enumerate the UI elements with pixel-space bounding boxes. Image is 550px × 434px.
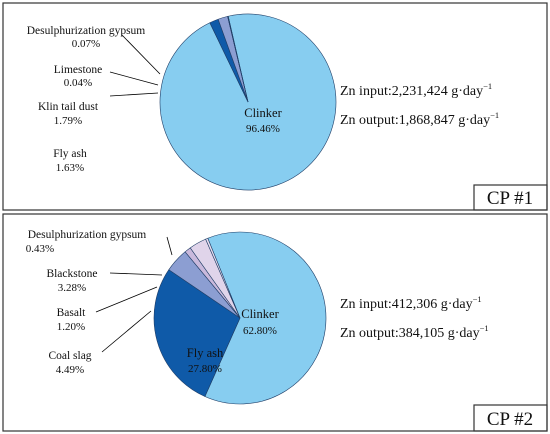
panel-frame-cp1 (2, 2, 548, 211)
leader-cp1-limestone (109, 71, 159, 86)
pie-slice-cp2-clinker (204, 231, 327, 405)
panel-frame-cp2 (2, 213, 548, 432)
label-cp2-coalslag: Coal slag (48, 350, 91, 362)
value-cp1-limestone: 0.04% (64, 77, 92, 89)
leader-cp2-blackstone (109, 272, 163, 276)
label-cp2-clinker: Clinker (241, 307, 279, 321)
leader-cp1-gypsum (121, 34, 161, 75)
zn-input-cp1-text: Zn input:2,231,424 g·day (340, 84, 483, 99)
panel-tag-box-cp2 (473, 404, 548, 432)
label-cp2-blackstone: Blackstone (46, 268, 97, 280)
zn-input-cp1: Zn input:2,231,424 g·day−1 (340, 81, 492, 99)
label-cp1-klin: Klin tail dust (38, 101, 99, 113)
zn-input-cp2: Zn input:412,306 g·day−1 (340, 294, 482, 312)
label-cp2-gypsum: Desulphurization gypsum (28, 229, 147, 241)
pie-slice-cp2-desulphurization-gypsum (205, 237, 241, 319)
zn-output-cp2: Zn output:384,105 g·day−1 (340, 323, 489, 341)
zn-input-cp2-exp: −1 (473, 294, 482, 304)
zn-input-cp2-text: Zn input:412,306 g·day (340, 297, 473, 312)
leader-cp1-klin (109, 92, 159, 97)
value-cp2-coalslag: 4.49% (56, 364, 84, 376)
value-cp1-flyash: 1.63% (56, 162, 84, 174)
pie-cp2 (153, 231, 327, 405)
panel-tag-cp2: CP #2 (487, 409, 533, 430)
zn-output-cp1: Zn output:1,868,847 g·day−1 (340, 110, 499, 128)
value-cp1-klin: 1.79% (54, 115, 82, 127)
value-cp2-basalt: 1.20% (57, 321, 85, 333)
leader-cp2-basalt (95, 286, 158, 313)
label-cp2-basalt: Basalt (57, 307, 87, 319)
panel-tag-box-cp1 (473, 184, 548, 211)
label-cp2-flyash: Fly ash (187, 346, 224, 360)
zn-output-cp1-text: Zn output:1,868,847 g·day (340, 113, 490, 128)
pie-slice-cp1-desulphurization-gypsum (227, 15, 249, 103)
zn-output-cp2-exp: −1 (480, 323, 489, 333)
value-cp2-blackstone: 3.28% (58, 282, 86, 294)
label-cp1-clinker: Clinker (244, 106, 282, 120)
zn-input-cp1-exp: −1 (483, 81, 492, 91)
label-cp1-flyash: Fly ash (53, 148, 87, 160)
value-cp1-clinker: 96.46% (246, 123, 280, 135)
value-cp2-clinker: 62.80% (243, 325, 277, 337)
label-cp1-gypsum: Desulphurization gypsum (27, 25, 146, 37)
label-cp1-limestone: Limestone (54, 64, 103, 76)
leader-cp2-gypsum (166, 236, 173, 256)
value-cp2-gypsum: 0.43% (26, 243, 54, 255)
value-cp1-gypsum: 0.07% (72, 38, 100, 50)
pie-cp1 (159, 13, 337, 191)
value-cp2-flyash: 27.80% (188, 363, 222, 375)
panel-tag-cp1: CP #1 (487, 188, 533, 209)
pie-slice-cp2-fly-ash (153, 269, 241, 397)
leader-cp2-coalslag (101, 310, 152, 353)
zn-output-cp1-exp: −1 (490, 110, 499, 120)
zn-output-cp2-text: Zn output:384,105 g·day (340, 326, 480, 341)
